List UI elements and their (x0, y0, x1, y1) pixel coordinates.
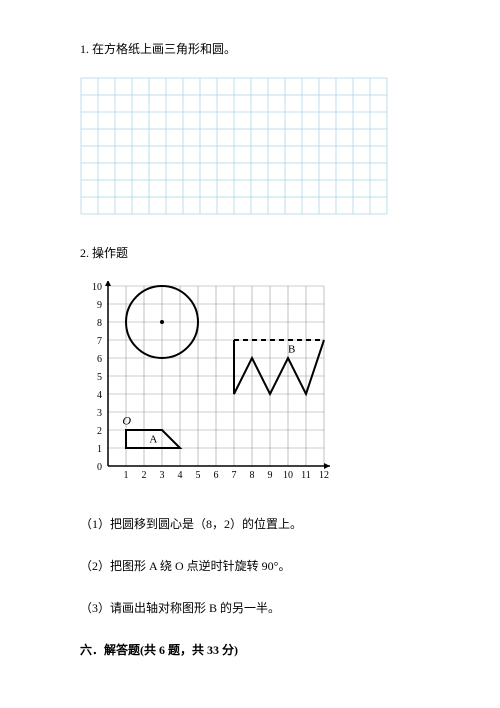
svg-text:7: 7 (97, 336, 102, 347)
question-1: 1. 在方格纸上画三角形和圆。 (80, 40, 440, 59)
question-2: 2. 操作题 (80, 244, 440, 263)
svg-text:8: 8 (97, 318, 102, 329)
q1-text: 在方格纸上画三角形和圆。 (92, 42, 236, 56)
svg-text:9: 9 (268, 470, 273, 481)
q2-sub1: （1）把圆移到圆心是（8，2）的位置上。 (80, 515, 440, 532)
svg-text:3: 3 (160, 470, 165, 481)
svg-text:8: 8 (250, 470, 255, 481)
svg-text:7: 7 (232, 470, 237, 481)
svg-text:5: 5 (97, 372, 102, 383)
svg-text:4: 4 (97, 390, 102, 401)
svg-text:1: 1 (124, 470, 129, 481)
svg-text:10: 10 (283, 470, 293, 481)
svg-text:4: 4 (178, 470, 183, 481)
svg-text:9: 9 (97, 300, 102, 311)
svg-text:3: 3 (97, 408, 102, 419)
svg-text:6: 6 (214, 470, 219, 481)
svg-text:6: 6 (97, 354, 102, 365)
section-6-heading: 六．解答题(共 6 题，共 33 分) (80, 641, 440, 660)
svg-text:1: 1 (97, 444, 102, 455)
q2-sub3: （3）请画出轴对称图形 B 的另一半。 (80, 599, 440, 616)
svg-text:B: B (288, 344, 295, 356)
svg-text:O: O (122, 414, 131, 428)
q2-text: 操作题 (92, 246, 128, 260)
svg-text:A: A (149, 434, 157, 446)
svg-text:11: 11 (301, 470, 311, 481)
svg-text:2: 2 (97, 426, 102, 437)
svg-text:0: 0 (97, 462, 102, 473)
coordinate-chart: 123456789101112012345678910AOB (80, 281, 440, 490)
q1-number: 1. (80, 42, 89, 56)
grid-paper-1 (80, 77, 440, 219)
svg-text:2: 2 (142, 470, 147, 481)
q2-sub2: （2）把图形 A 绕 O 点逆时针旋转 90°。 (80, 557, 440, 574)
q2-number: 2. (80, 246, 89, 260)
svg-text:5: 5 (196, 470, 201, 481)
svg-text:12: 12 (319, 470, 329, 481)
svg-text:10: 10 (92, 282, 102, 293)
